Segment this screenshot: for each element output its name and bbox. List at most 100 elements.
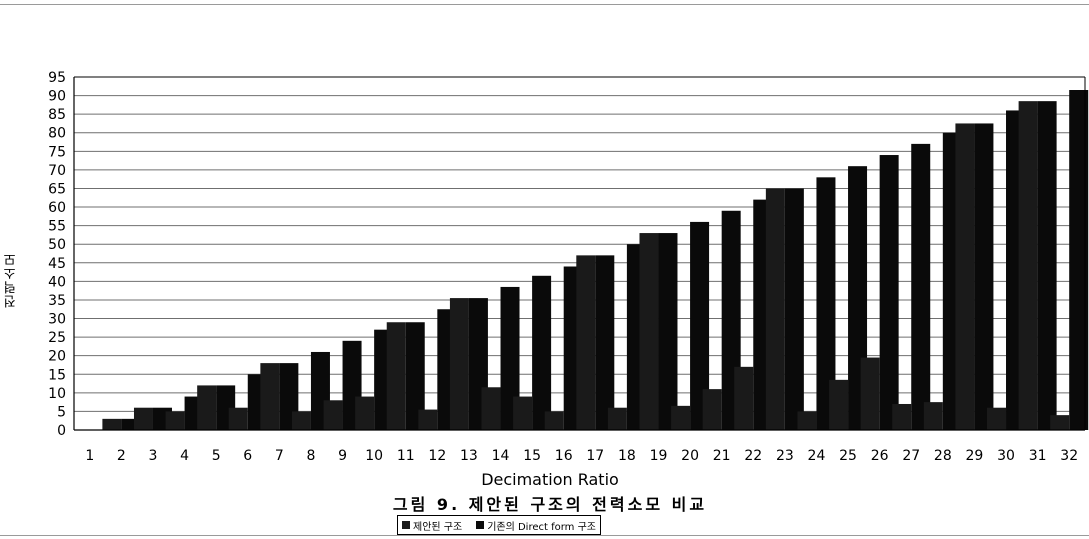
bar-proposed: [923, 402, 943, 430]
x-tick-label: 22: [744, 448, 762, 464]
bar-direct-form: [500, 286, 520, 430]
x-tick-label: 21: [713, 448, 731, 464]
x-tick-label: 23: [776, 448, 794, 464]
bar-proposed: [513, 396, 533, 430]
x-tick-label: 29: [966, 448, 984, 464]
top-rule: [0, 4, 1089, 5]
x-tick-label: 31: [1029, 448, 1047, 464]
bar-direct-form: [816, 177, 836, 430]
x-tick-label: 7: [275, 448, 284, 464]
x-tick-label: 15: [523, 448, 541, 464]
y-tick-label: 0: [57, 423, 66, 439]
bar-direct-form: [595, 255, 615, 430]
y-tick-label: 10: [48, 386, 66, 402]
bar-direct-form: [879, 155, 899, 430]
x-tick-label: 32: [1060, 448, 1078, 464]
bar-proposed: [481, 387, 501, 430]
x-tick-label: 16: [555, 448, 573, 464]
bar-proposed: [797, 411, 817, 430]
bar-direct-form: [911, 143, 931, 430]
x-tick-label: 20: [681, 448, 699, 464]
y-tick-label: 30: [48, 312, 66, 328]
bar-proposed: [323, 400, 343, 430]
bar-proposed: [102, 418, 122, 430]
bar-proposed: [1018, 101, 1038, 430]
legend-label-proposed: 제안된 구조: [413, 521, 463, 533]
y-tick-label: 60: [48, 200, 66, 216]
x-tick-label: 12: [428, 448, 446, 464]
y-tick-label: 20: [48, 349, 66, 365]
bar-direct-form: [690, 221, 710, 430]
x-tick-label: 19: [650, 448, 668, 464]
bar-proposed: [1050, 415, 1070, 430]
x-tick-label: 25: [839, 448, 857, 464]
bar-proposed: [702, 389, 722, 430]
x-tick-label: 10: [365, 448, 383, 464]
bar-proposed: [607, 407, 627, 430]
y-tick-label: 70: [48, 163, 66, 179]
bar-direct-form: [532, 275, 552, 430]
bar-direct-form: [1069, 90, 1089, 431]
bar-proposed: [544, 411, 564, 430]
y-tick-label: 80: [48, 126, 66, 142]
bar-direct-form: [784, 188, 804, 430]
x-tick-label: 26: [871, 448, 889, 464]
x-tick-label: 6: [243, 448, 252, 464]
legend-item-proposed: 제안된 구조: [402, 518, 462, 533]
bar-direct-form: [974, 123, 994, 431]
bar-proposed: [671, 405, 691, 430]
x-tick-label: 9: [338, 448, 347, 464]
bar-direct-form: [658, 233, 678, 430]
bar-proposed: [291, 411, 311, 430]
y-tick-label: 85: [48, 107, 66, 123]
x-tick-label: 27: [902, 448, 920, 464]
x-tick-label: 2: [117, 448, 126, 464]
y-tick-label: 5: [57, 404, 66, 420]
bar-proposed: [418, 409, 438, 430]
y-tick-label: 15: [48, 367, 66, 383]
x-tick-label: 17: [586, 448, 604, 464]
bar-proposed: [260, 363, 280, 430]
x-tick-label: 28: [934, 448, 952, 464]
y-tick-label: 35: [48, 293, 66, 309]
x-tick-label: 8: [306, 448, 315, 464]
bar-proposed: [987, 407, 1007, 430]
y-tick-label: 40: [48, 274, 66, 290]
bar-proposed: [892, 403, 912, 430]
bar-proposed: [165, 411, 185, 430]
x-tick-label: 14: [492, 448, 510, 464]
legend-item-direct-form: 기존의 Direct form 구조: [476, 518, 596, 533]
legend-swatch-direct-form: [476, 521, 485, 529]
x-axis-title: Decimation Ratio: [481, 470, 619, 489]
bar-direct-form: [405, 322, 425, 430]
bar-proposed: [386, 322, 406, 430]
bar-proposed: [449, 298, 469, 430]
x-tick-label: 3: [149, 448, 158, 464]
x-tick-label: 11: [397, 448, 415, 464]
x-tick-label: 1: [85, 448, 94, 464]
bar-proposed: [197, 385, 217, 430]
bar-proposed: [639, 233, 659, 430]
bottom-rule: [0, 535, 1089, 536]
figure-caption: 그림 9. 제안된 구조의 전력소모 비교: [392, 495, 708, 514]
x-tick-label: 13: [460, 448, 478, 464]
y-tick-label: 25: [48, 330, 66, 346]
x-tick-label: 24: [808, 448, 826, 464]
bar-proposed: [228, 407, 248, 430]
legend-swatch-proposed: [402, 521, 410, 529]
bar-proposed: [734, 366, 754, 430]
x-tick-label: 4: [180, 448, 189, 464]
y-tick-label: 55: [48, 219, 66, 235]
y-tick-label: 50: [48, 237, 66, 253]
y-axis-title: 전력소모: [4, 252, 19, 308]
y-tick-label: 65: [48, 181, 66, 197]
legend-label-direct-form: 기존의 Direct form 구조: [487, 521, 596, 533]
bar-direct-form: [1037, 101, 1057, 430]
bar-proposed: [355, 396, 375, 430]
bar-proposed: [133, 407, 153, 430]
bar-proposed: [765, 188, 785, 430]
bar-proposed: [829, 379, 849, 430]
x-tick-label: 30: [997, 448, 1015, 464]
y-tick-label: 95: [48, 70, 66, 86]
